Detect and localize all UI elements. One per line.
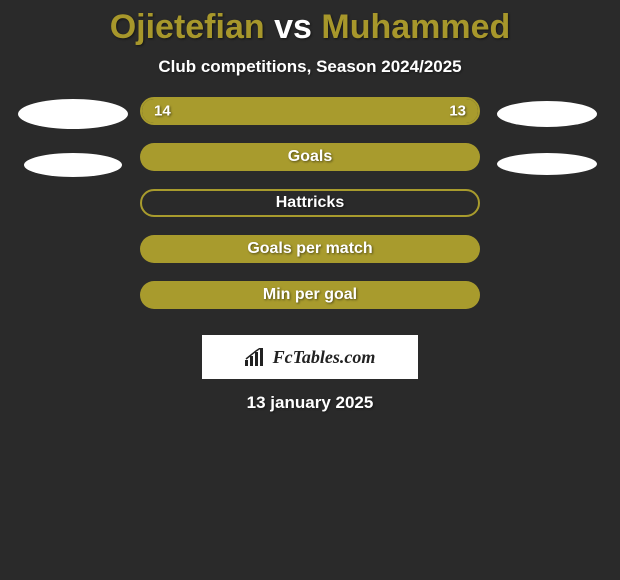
bar-gpm: Goals per match xyxy=(140,235,480,263)
mpg-label: Min per goal xyxy=(263,286,357,304)
watermark: FcTables.com xyxy=(202,335,418,379)
hattricks-label: Hattricks xyxy=(276,194,344,212)
bar-hattricks-track: Hattricks xyxy=(140,189,480,217)
date-text: 13 january 2025 xyxy=(0,393,620,413)
title-player-left: Ojietefian xyxy=(110,8,265,46)
watermark-text: FcTables.com xyxy=(273,347,376,368)
bar-mpg: Min per goal xyxy=(140,281,480,309)
bar-matches: 14 Matches 13 xyxy=(140,97,480,125)
side-right xyxy=(492,97,602,175)
bar-matches-track: 14 Matches 13 xyxy=(140,97,480,125)
right-ellipse-small xyxy=(497,153,597,175)
bar-goals-track: Goals xyxy=(140,143,480,171)
title-vs: vs xyxy=(274,8,312,46)
chart-icon xyxy=(245,348,267,366)
stat-bars: 14 Matches 13 Goals Hattricks Goals per … xyxy=(140,97,480,327)
bar-hattricks: Hattricks xyxy=(140,189,480,217)
gpm-label: Goals per match xyxy=(247,240,372,258)
page-title: Ojietefian vs Muhammed xyxy=(0,0,620,47)
matches-val-right: 13 xyxy=(449,103,466,120)
bar-mpg-track: Min per goal xyxy=(140,281,480,309)
title-player-right: Muhammed xyxy=(321,8,510,46)
matches-val-left: 14 xyxy=(154,103,171,120)
bar-gpm-track: Goals per match xyxy=(140,235,480,263)
bar-goals: Goals xyxy=(140,143,480,171)
goals-label: Goals xyxy=(288,148,332,166)
comparison-content: 14 Matches 13 Goals Hattricks Goals per … xyxy=(0,97,620,327)
right-ellipse-big xyxy=(497,101,597,127)
side-left xyxy=(18,97,128,177)
left-ellipse-big xyxy=(18,99,128,129)
subtitle: Club competitions, Season 2024/2025 xyxy=(0,57,620,77)
left-ellipse-small xyxy=(24,153,122,177)
